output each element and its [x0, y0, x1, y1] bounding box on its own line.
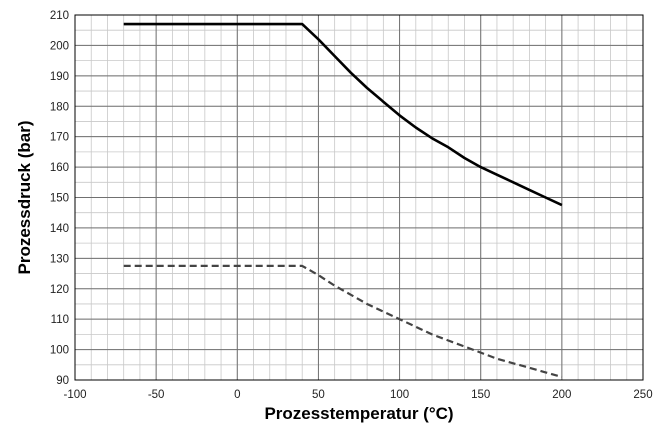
y-tick-label: 100 — [50, 345, 69, 357]
x-tick-labels: -100 -50 0 50 100 150 200 250 — [63, 389, 652, 401]
x-tick-label: -100 — [63, 389, 86, 401]
plot-frame — [74, 14, 644, 381]
y-axis-title: Prozessdruck (bar) — [15, 121, 34, 275]
y-tick-label: 150 — [50, 193, 69, 205]
x-tick-label: 100 — [390, 389, 409, 401]
x-tick-label: 150 — [471, 389, 490, 401]
x-tick-label: -50 — [148, 389, 165, 401]
y-tick-label: 130 — [50, 253, 69, 265]
y-tick-label: 90 — [56, 375, 69, 387]
y-tick-labels: 90 100 110 120 130 140 150 160 170 180 190 200 210 — [50, 10, 69, 387]
major-grid — [74, 14, 644, 381]
y-tick-label: 180 — [50, 101, 69, 113]
x-axis-title: Prozesstemperatur (°C) — [264, 404, 453, 423]
y-tick-label: 120 — [50, 284, 69, 296]
y-tick-label: 200 — [50, 40, 69, 52]
y-tick-label: 140 — [50, 223, 69, 235]
y-tick-label: 210 — [50, 10, 69, 22]
y-tick-label: 170 — [50, 132, 69, 144]
y-tick-label: 160 — [50, 162, 69, 174]
y-tick-label: 110 — [51, 314, 69, 326]
series-layer — [123, 22, 563, 379]
y-tick-label: 190 — [50, 71, 69, 83]
series-line-solid — [123, 22, 563, 207]
x-tick-label: 250 — [633, 389, 652, 401]
x-tick-label: 0 — [234, 389, 240, 401]
x-tick-label: 50 — [312, 389, 325, 401]
x-tick-label: 200 — [552, 389, 571, 401]
series-line-dashed — [123, 264, 563, 379]
